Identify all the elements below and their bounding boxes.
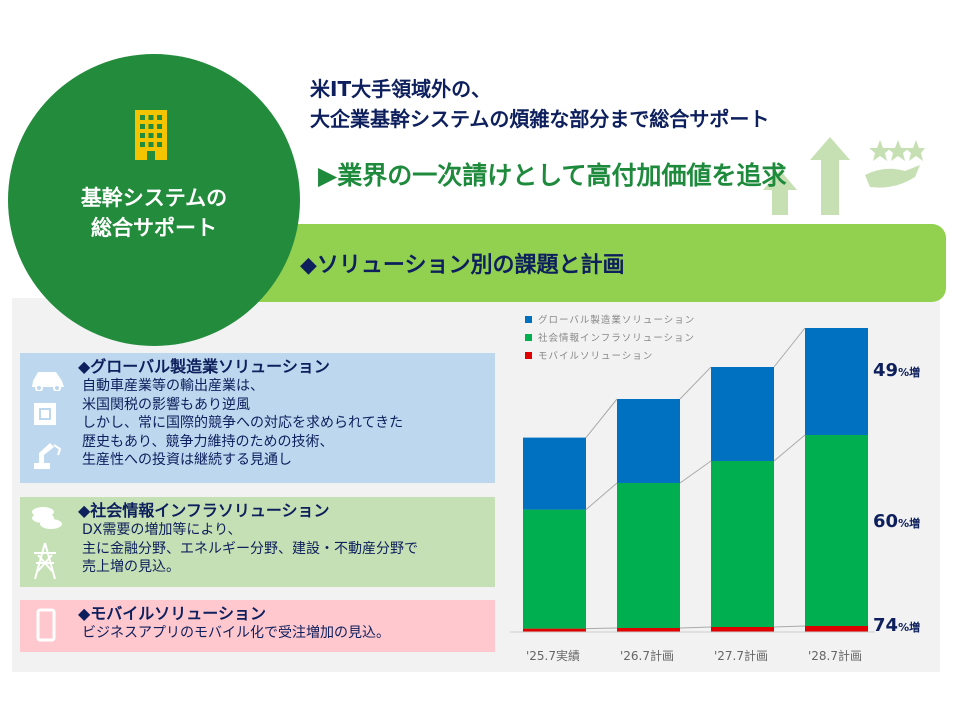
section-banner (230, 224, 946, 302)
robot-arm-icon (34, 443, 62, 469)
solution-desc-line: 主に金融分野、エネルギー分野、建設・不動産分野で (82, 540, 418, 557)
connector-line (585, 627, 618, 630)
growth-value: 49 (873, 360, 899, 381)
connector-line (585, 398, 618, 438)
coins-icon (32, 507, 62, 529)
car-icon (32, 372, 64, 391)
growth-value: 74 (873, 615, 899, 636)
x-tick-label: '28.7計画 (807, 649, 863, 663)
bar-segment (711, 461, 774, 627)
legend-label: モバイルソリューション (538, 351, 654, 362)
x-tick-label: '26.7計画 (619, 649, 675, 663)
bar-segment (711, 367, 774, 461)
solution-title: ◆社会情報インフラソリューション (78, 501, 330, 520)
section-title: ◆ソリューション別の課題と計画 (300, 253, 625, 278)
solution-card-social-infra: ◆社会情報インフラソリューション DX需要の増加等により、 主に金融分野、エネル… (20, 497, 495, 587)
connector-line (585, 482, 618, 510)
legend-item: モバイルソリューション (525, 346, 695, 364)
connector-line (679, 366, 712, 400)
connector-line (773, 327, 806, 368)
growth-value: 60 (873, 511, 899, 532)
legend-label: 社会情報インフラソリューション (538, 333, 696, 344)
chip-icon (34, 403, 56, 425)
bar-segment (805, 435, 868, 626)
bar-segment (617, 483, 680, 628)
solution-card-mobile: ◆モバイルソリューション ビジネスアプリのモバイル化で受注増加の見込。 (20, 600, 495, 652)
solution-desc-line: 米国関税の影響もあり逆風 (82, 396, 250, 413)
hero-title-line1: 基幹システムの (80, 186, 228, 210)
legend-item: グローバル製造業ソリューション (525, 310, 695, 328)
hero-title: 基幹システムの 総合サポート (8, 183, 300, 243)
growth-arrows-stars-icon (763, 137, 925, 215)
headline: 米IT大手領域外の、 大企業基幹システムの煩雑な部分まで総合サポート (310, 74, 769, 134)
solution-desc-line: しかし、常に国際的競争への対応を求められてきた (82, 415, 404, 431)
power-tower-icon (34, 542, 56, 580)
hero-title-line2: 総合サポート (91, 216, 217, 240)
connector-line (679, 460, 712, 484)
x-tick-label: '25.7実績 (525, 649, 581, 663)
growth-label-global: 49%増 (873, 360, 920, 381)
growth-unit: %増 (898, 517, 921, 530)
chart-legend: グローバル製造業ソリューション 社会情報インフラソリューション モバイルソリュー… (525, 310, 695, 364)
bar-segment (617, 399, 680, 483)
legend-swatch (525, 333, 532, 341)
solution-desc-line: 自動車産業等の輸出産業は、 (82, 378, 264, 394)
solution-desc-line: 売上増の見込。 (82, 559, 180, 575)
solution-desc-line: 歴史もあり、競争力維持のための技術、 (82, 433, 334, 450)
bar-segment (523, 509, 586, 629)
bar-segment (523, 628, 586, 632)
bar-segment (805, 328, 868, 435)
legend-swatch (525, 315, 532, 323)
tagline: ▶業界の一次請けとして高付加価値を追求 (318, 161, 787, 190)
connector-line (773, 625, 806, 628)
bar-segment (523, 437, 586, 510)
headline-line2: 大企業基幹システムの煩雑な部分まで総合サポート (310, 107, 770, 131)
legend-label: グローバル製造業ソリューション (538, 315, 696, 326)
connector-line (773, 434, 806, 462)
connector-line (679, 626, 712, 629)
solution-desc-line: DX需要の増加等により、 (82, 522, 242, 538)
headline-line1: 米IT大手領域外の、 (310, 77, 492, 101)
bar-segment (711, 627, 774, 632)
solution-card-global-manufacturing: ◆グローバル製造業ソリューション 自動車産業等の輸出産業は、 米国関税の影響もあ… (20, 353, 495, 483)
solution-desc-line: 生産性への投資は継続する見通し (82, 452, 292, 468)
growth-unit: %増 (898, 366, 921, 379)
growth-label-infra: 60%増 (873, 511, 920, 532)
hero-circle (8, 54, 300, 346)
growth-unit: %増 (898, 621, 921, 634)
bar-segment (617, 628, 680, 632)
legend-swatch (525, 351, 532, 359)
x-tick-label: '27.7計画 (713, 649, 769, 663)
smartphone-icon (36, 608, 56, 642)
legend-item: 社会情報インフラソリューション (525, 328, 695, 346)
stacked-bar-chart (510, 327, 875, 633)
solution-title: ◆グローバル製造業ソリューション (78, 357, 330, 376)
building-icon (135, 110, 167, 160)
solution-desc-line: ビジネスアプリのモバイル化で受注増加の見込。 (82, 625, 390, 641)
growth-label-mobile: 74%増 (873, 615, 920, 636)
bar-segment (805, 626, 868, 632)
solution-title: ◆モバイルソリューション (78, 604, 266, 623)
